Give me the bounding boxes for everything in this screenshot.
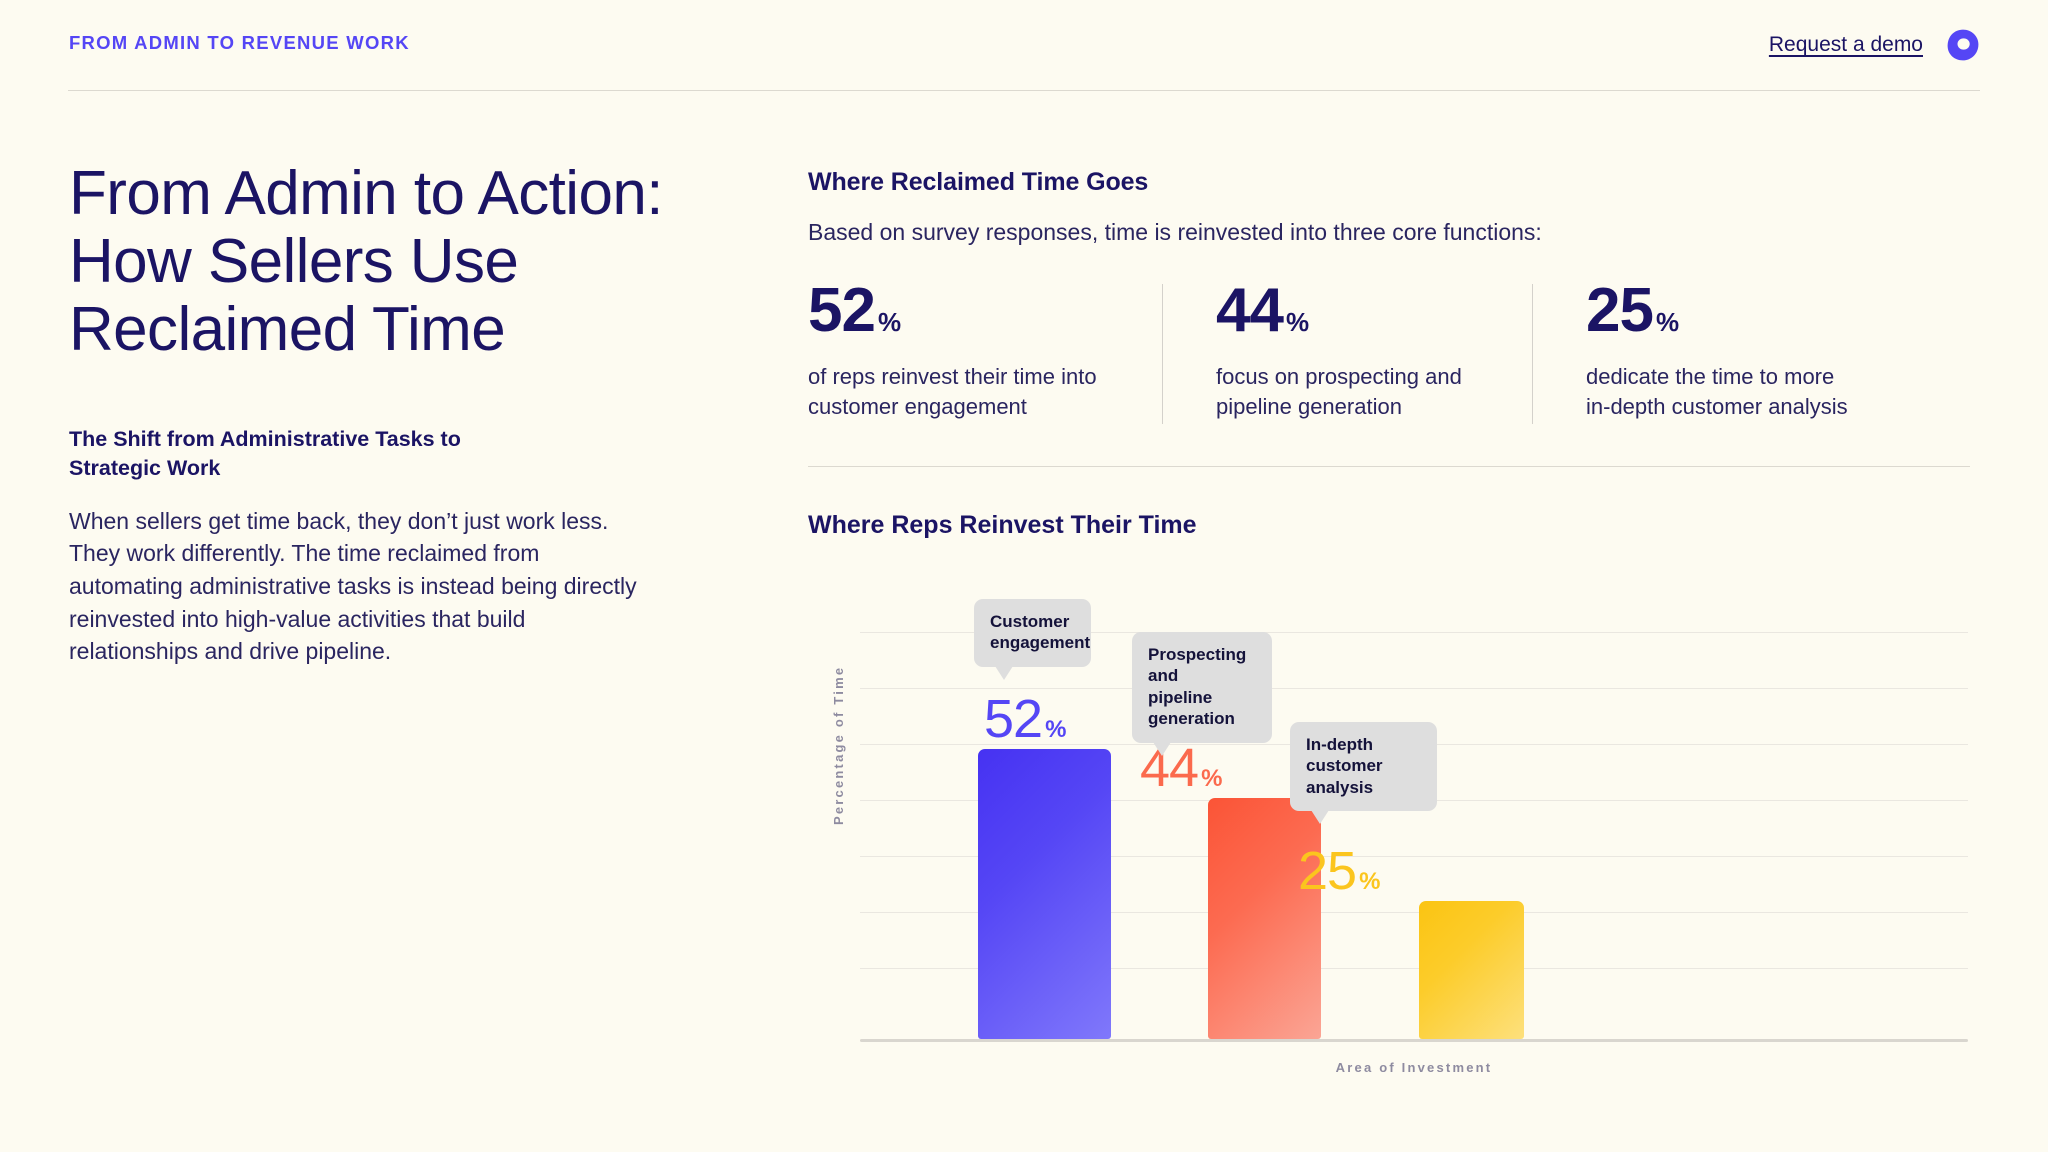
stat-percent-symbol: % <box>877 307 901 337</box>
y-axis-label: Percentage of Time <box>831 665 846 825</box>
bar-value-percent: % <box>1359 868 1380 895</box>
bar-value-percent: % <box>1201 765 1222 792</box>
left-subheading: The Shift from Administrative Tasks to S… <box>69 426 461 480</box>
stat-percent-symbol: % <box>1655 307 1679 337</box>
bar-value-number: 52 <box>984 689 1043 749</box>
x-axis-baseline <box>860 1039 1968 1042</box>
gridline <box>860 912 1968 913</box>
bar-value-label: 25% <box>1298 841 1380 901</box>
top-bar: From Admin to Revenue Work Request a dem… <box>0 0 2048 92</box>
stat-value: 44% <box>1216 280 1488 342</box>
stat-number-text: 25 <box>1586 276 1654 345</box>
eyebrow-label: From Admin to Revenue Work <box>69 32 410 53</box>
stat-description: of reps reinvest their time into custome… <box>808 364 1097 419</box>
tooltip-prospecting-pipeline: Prospecting and pipeline generation <box>1132 632 1272 756</box>
section-divider <box>808 465 1970 467</box>
stat-description: focus on prospecting and pipeline genera… <box>1216 364 1462 419</box>
stat-percent-symbol: % <box>1285 307 1309 337</box>
top-bar-divider <box>68 90 1980 91</box>
stat-description: dedicate the time to more in-depth custo… <box>1586 364 1848 419</box>
right-column: Where Reclaimed Time Goes Based on surve… <box>808 168 1978 540</box>
stat-value: 52% <box>808 280 1118 342</box>
plot-area: 52% 44% 25% Customer engagement Prospect… <box>860 560 1968 1042</box>
blob-logo-icon[interactable] <box>1946 28 1980 62</box>
tooltip-customer-engagement: Customer engagement <box>974 599 1091 680</box>
top-bar-actions: Request a demo <box>1769 28 1980 62</box>
stats-row: 52% of reps reinvest their time into cus… <box>808 280 1978 424</box>
bar-value-number: 25 <box>1298 841 1357 901</box>
left-body-text: When sellers get time back, they don’t j… <box>69 507 637 665</box>
bar-prospecting-pipeline[interactable] <box>1208 798 1321 1039</box>
x-axis-label: Area of Investment <box>1335 1060 1493 1075</box>
left-column: From Admin to Action: How Sellers Use Re… <box>69 159 709 668</box>
stat-value: 25% <box>1586 280 1848 342</box>
bar-customer-engagement[interactable] <box>978 749 1111 1039</box>
bar-value-label: 52% <box>984 689 1066 749</box>
tooltip-in-depth-analysis: In-depth customer analysis <box>1290 722 1437 825</box>
page-title: From Admin to Action: How Sellers Use Re… <box>69 159 663 365</box>
section-subtitle: Based on survey responses, time is reinv… <box>808 219 1542 245</box>
stat-number-text: 52 <box>808 276 876 345</box>
section-title-where-reclaimed-time-goes: Where Reclaimed Time Goes <box>808 168 1149 196</box>
bar-chart: Percentage of Time 52% 44% 25% Customer … <box>808 560 1988 1080</box>
chart-title: Where Reps Reinvest Their Time <box>808 510 1197 539</box>
stat-card: 52% of reps reinvest their time into cus… <box>808 280 1162 422</box>
bar-value-percent: % <box>1045 716 1066 743</box>
stat-number-text: 44 <box>1216 276 1284 345</box>
stat-card: 44% focus on prospecting and pipeline ge… <box>1162 280 1532 424</box>
gridline <box>860 856 1968 857</box>
bars-group <box>860 560 1968 1042</box>
stat-card: 25% dedicate the time to more in-depth c… <box>1532 280 1892 424</box>
gridline <box>860 632 1968 633</box>
gridline <box>860 968 1968 969</box>
request-a-demo-link[interactable]: Request a demo <box>1768 33 1923 56</box>
bar-in-depth-analysis[interactable] <box>1419 901 1524 1039</box>
gridline <box>860 688 1968 689</box>
